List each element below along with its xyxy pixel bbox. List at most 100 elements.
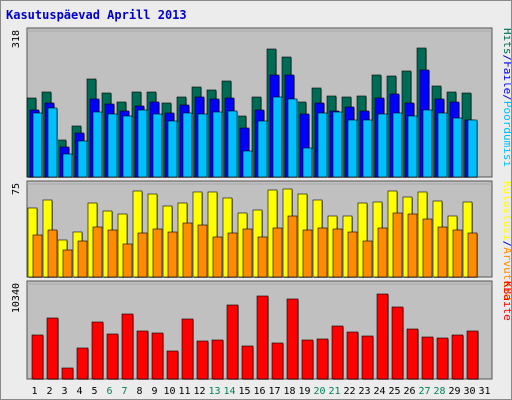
kbytes-bar	[121, 313, 134, 380]
sites-bar	[47, 229, 58, 278]
sites-bar	[197, 224, 208, 278]
kbytes-bar	[151, 332, 164, 380]
day-label: 7	[121, 386, 127, 397]
pages-bar	[182, 112, 193, 178]
pages-bar	[92, 111, 103, 178]
kbytes-bar	[241, 345, 254, 380]
sites-bar	[272, 227, 283, 278]
day-label: 4	[76, 386, 82, 397]
sites-bar	[377, 227, 388, 278]
sites-bar	[77, 240, 88, 278]
pages-bar	[197, 113, 208, 178]
kbytes-bar	[211, 339, 224, 380]
kbytes-bar	[376, 293, 389, 380]
kbytes-bar	[61, 367, 74, 380]
kbytes-bar	[181, 318, 194, 380]
legend-entry: /	[501, 94, 511, 101]
kbytes-bar	[226, 304, 239, 380]
pages-bar	[137, 109, 148, 178]
day-label: 17	[268, 386, 280, 397]
kbytes-bar	[301, 339, 314, 380]
sites-bar	[437, 226, 448, 278]
kbytes-bar	[91, 321, 104, 380]
sites-bar	[287, 215, 298, 278]
pages-bar	[287, 98, 298, 178]
pages-bar	[107, 113, 118, 178]
sites-bar	[467, 232, 478, 278]
kbytes-bar	[106, 333, 119, 380]
day-label: 27	[418, 386, 430, 397]
sites-bar	[182, 222, 193, 278]
pages-bar	[152, 113, 163, 178]
pages-bar	[227, 110, 238, 178]
kbytes-bar	[316, 338, 329, 380]
kbytes-bar	[166, 350, 179, 380]
pages-bar	[332, 111, 343, 178]
sites-bar	[392, 212, 403, 278]
hits-panel-ymax-label: 318	[11, 30, 22, 48]
kbytes-bar	[136, 330, 149, 380]
pages-bar	[212, 111, 223, 178]
pages-bar	[422, 109, 433, 178]
kbytes-bar	[406, 328, 419, 380]
day-label: 26	[403, 386, 415, 397]
day-label: 29	[448, 386, 460, 397]
kbytes-bar	[331, 325, 344, 380]
kbytes-bar	[436, 337, 449, 380]
pages-bar	[437, 112, 448, 178]
pages-bar	[407, 115, 418, 178]
sites-bar	[62, 249, 73, 278]
day-label: 8	[136, 386, 142, 397]
kbytes-bar	[361, 335, 374, 380]
sites-bar	[107, 229, 118, 278]
pages-bar	[302, 147, 313, 178]
sites-bar	[302, 229, 313, 278]
legend-entry: KBaite	[501, 281, 511, 321]
sites-bar	[362, 240, 373, 278]
pages-bar	[62, 153, 73, 178]
kbytes-bar	[346, 331, 359, 380]
pages-bar	[32, 112, 43, 178]
sites-bar	[212, 236, 223, 278]
day-label: 16	[253, 386, 265, 397]
pages-bar	[272, 96, 283, 178]
sites-bar	[452, 229, 463, 278]
day-label: 13	[208, 386, 220, 397]
day-label: 19	[298, 386, 310, 397]
legend-entry: Külastusi	[501, 181, 511, 241]
day-label: 5	[91, 386, 97, 397]
legend-entry: Faile	[501, 61, 511, 94]
legend-entry: /	[501, 241, 511, 248]
day-label: 23	[358, 386, 370, 397]
sites-bar	[422, 218, 433, 278]
hits-panel-legend: Hits/Faile/Pöördumisi	[501, 28, 511, 167]
kbytes-bar	[466, 330, 479, 380]
day-label: 24	[373, 386, 385, 397]
pages-bar	[167, 120, 178, 178]
pages-bar	[77, 140, 88, 178]
page-title: Kasutuspäevad Aprill 2013	[6, 8, 187, 22]
kbytes-bar	[31, 334, 44, 380]
day-label: 2	[46, 386, 52, 397]
sites-bar	[227, 232, 238, 278]
pages-bar	[467, 119, 478, 178]
sites-bar	[347, 231, 358, 278]
pages-bar	[362, 119, 373, 178]
kbytes-bar	[256, 295, 269, 380]
sites-bar	[242, 228, 253, 278]
pages-bar	[317, 112, 328, 178]
visits-panel-ymax-label: 75	[11, 183, 22, 195]
sites-bar	[317, 227, 328, 278]
kbytes-bar	[76, 347, 89, 380]
pages-bar	[122, 115, 133, 178]
day-label: 9	[151, 386, 157, 397]
sites-bar	[152, 228, 163, 278]
sites-bar	[167, 231, 178, 278]
kbytes-bar	[286, 298, 299, 380]
day-label: 31	[478, 386, 490, 397]
day-label: 6	[106, 386, 112, 397]
day-label: 11	[178, 386, 190, 397]
day-label: 1	[31, 386, 37, 397]
